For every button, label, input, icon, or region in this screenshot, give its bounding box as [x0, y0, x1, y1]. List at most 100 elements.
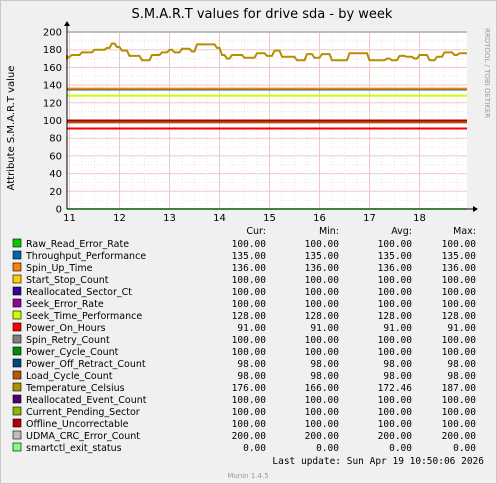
legend-swatch — [12, 442, 22, 452]
series-line-Temperature_Celsius — [66, 42, 467, 62]
legend-value-avg: 100.00 — [378, 239, 413, 250]
legend-swatch — [12, 406, 22, 416]
legend-value-min: 200.00 — [305, 431, 340, 442]
legend-series-name: Power_Cycle_Count — [26, 347, 119, 358]
y-axis-label: Attribute S.M.A.R.T value — [6, 66, 17, 191]
y-tick-label: 180 — [43, 45, 62, 56]
legend-value-min: 100.00 — [305, 335, 340, 346]
legend-value-cur: 135.00 — [232, 251, 267, 262]
legend-value-min: 128.00 — [305, 311, 340, 322]
legend-series-name: Raw_Read_Error_Rate — [26, 239, 129, 250]
legend-value-avg: 135.00 — [378, 251, 413, 262]
legend: Cur: Min: Avg: Max: Raw_Read_Error_Rate 100.0… — [12, 226, 477, 454]
legend-value-max: 100.00 — [442, 395, 477, 406]
legend-series-name: UDMA_CRC_Error_Count — [26, 431, 140, 442]
legend-swatch — [12, 310, 22, 320]
x-tick-label: 12 — [113, 213, 126, 224]
legend-value-max: 200.00 — [442, 431, 477, 442]
legend-value-min: 98.00 — [310, 359, 339, 370]
legend-value-max: 100.00 — [442, 419, 477, 430]
legend-value-max: 128.00 — [442, 311, 477, 322]
grid-lines — [67, 31, 467, 209]
legend-value-avg: 100.00 — [378, 335, 413, 346]
legend-series-name: Offline_Uncorrectable — [26, 419, 129, 430]
y-tick-label: 20 — [49, 187, 62, 198]
legend-swatch — [12, 262, 22, 272]
legend-value-max: 100.00 — [442, 335, 477, 346]
y-tick-label: 120 — [43, 98, 62, 109]
legend-value-cur: 100.00 — [232, 299, 267, 310]
legend-value-avg: 128.00 — [378, 311, 413, 322]
x-tick-label: 11 — [63, 213, 76, 224]
legend-value-cur: 91.00 — [237, 323, 266, 334]
legend-value-max: 98.00 — [447, 371, 476, 382]
legend-header-min: Min: — [319, 226, 339, 237]
legend-series-name: Spin_Up_Time — [26, 263, 93, 274]
legend-swatch — [12, 238, 22, 248]
legend-value-cur: 98.00 — [237, 359, 266, 370]
legend-value-cur: 100.00 — [232, 419, 267, 430]
legend-swatch — [12, 358, 22, 368]
legend-series-name: Load_Cycle_Count — [26, 371, 113, 382]
legend-swatch — [12, 418, 22, 428]
legend-swatch — [12, 298, 22, 308]
legend-value-cur: 136.00 — [232, 263, 267, 274]
x-tick-label: 14 — [213, 213, 226, 224]
x-tick-label: 17 — [363, 213, 376, 224]
legend-value-min: 0.00 — [316, 443, 339, 454]
legend-value-avg: 0.00 — [389, 443, 412, 454]
legend-value-min: 98.00 — [310, 371, 339, 382]
legend-value-max: 91.00 — [447, 323, 476, 334]
legend-value-avg: 91.00 — [383, 323, 412, 334]
legend-series-name: Seek_Time_Performance — [26, 311, 142, 322]
legend-value-avg: 100.00 — [378, 299, 413, 310]
legend-value-cur: 100.00 — [232, 287, 267, 298]
legend-swatch — [12, 334, 22, 344]
y-tick-label: 40 — [49, 169, 62, 180]
legend-value-cur: 128.00 — [232, 311, 267, 322]
legend-series-name: Current_Pending_Sector — [26, 407, 140, 418]
y-tick-label: 160 — [43, 63, 62, 74]
legend-value-avg: 100.00 — [378, 287, 413, 298]
x-tick-label: 13 — [163, 213, 176, 224]
legend-value-min: 166.00 — [305, 383, 340, 394]
x-tick-label: 16 — [313, 213, 326, 224]
x-tick-label: 15 — [263, 213, 276, 224]
legend-value-avg: 136.00 — [378, 263, 413, 274]
legend-value-min: 135.00 — [305, 251, 340, 262]
rrdtool-side-label: RRDTOOL / TOBI OETIKER — [483, 28, 491, 118]
legend-value-max: 100.00 — [442, 407, 477, 418]
legend-value-min: 91.00 — [310, 323, 339, 334]
x-axis-arrow — [473, 206, 478, 212]
legend-series-name: Temperature_Celsius — [25, 383, 125, 394]
legend-value-avg: 100.00 — [378, 275, 413, 286]
legend-value-max: 100.00 — [442, 287, 477, 298]
legend-swatch — [12, 286, 22, 296]
legend-value-max: 100.00 — [442, 299, 477, 310]
legend-value-max: 187.00 — [442, 383, 477, 394]
legend-value-max: 100.00 — [442, 239, 477, 250]
legend-value-max: 100.00 — [442, 347, 477, 358]
legend-value-max: 136.00 — [442, 263, 477, 274]
y-tick-label: 140 — [43, 81, 62, 92]
y-tick-label: 200 — [43, 28, 62, 39]
y-tick-label: 80 — [49, 134, 62, 145]
legend-swatch — [12, 346, 22, 356]
legend-value-cur: 200.00 — [232, 431, 267, 442]
legend-swatch — [12, 382, 22, 392]
legend-series-name: smartctl_exit_status — [26, 443, 122, 454]
legend-value-avg: 100.00 — [378, 419, 413, 430]
chart-title: S.M.A.R.T values for drive sda - by week — [132, 7, 393, 22]
munin-version: Munin 1.4.5 — [227, 472, 268, 480]
legend-value-avg: 100.00 — [378, 395, 413, 406]
legend-value-cur: 0.00 — [243, 443, 266, 454]
legend-series-name: Reallocated_Event_Count — [26, 395, 147, 406]
legend-value-avg: 100.00 — [378, 347, 413, 358]
legend-value-avg: 172.46 — [378, 383, 413, 394]
legend-value-cur: 100.00 — [232, 395, 267, 406]
legend-value-max: 100.00 — [442, 275, 477, 286]
legend-value-cur: 100.00 — [232, 275, 267, 286]
y-tick-label: 60 — [49, 151, 62, 162]
legend-swatch — [12, 430, 22, 440]
